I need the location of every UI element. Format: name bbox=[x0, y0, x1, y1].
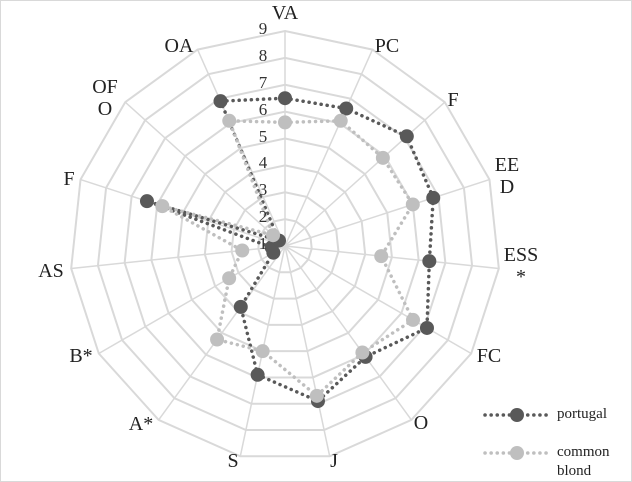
category-label: AS bbox=[38, 260, 64, 282]
grid-ring bbox=[230, 191, 340, 300]
grid-ring bbox=[177, 137, 393, 353]
spoke bbox=[158, 245, 286, 421]
category-label: J bbox=[330, 450, 338, 472]
grid-ring bbox=[123, 83, 447, 405]
category-label: FC bbox=[476, 345, 502, 367]
tick-label: 2 bbox=[258, 207, 268, 227]
legend-label: portugal bbox=[557, 406, 607, 422]
data-point bbox=[222, 271, 237, 286]
spoke bbox=[284, 245, 331, 457]
category-label: S bbox=[227, 450, 239, 472]
spoke bbox=[284, 245, 412, 421]
tick-label: 5 bbox=[258, 126, 268, 146]
tick-label: 6 bbox=[258, 99, 268, 119]
tick-label: 1 bbox=[258, 234, 268, 253]
tick-label: 8 bbox=[258, 45, 268, 65]
category-label: B* bbox=[69, 345, 93, 367]
data-point bbox=[419, 320, 434, 335]
data-point bbox=[155, 199, 170, 214]
data-point bbox=[405, 197, 420, 212]
category-label: O bbox=[413, 412, 429, 434]
data-point bbox=[235, 243, 250, 258]
spoke bbox=[196, 49, 286, 247]
legend-label: common blond bbox=[557, 444, 610, 479]
category-label: PC bbox=[374, 35, 400, 57]
data-point bbox=[309, 388, 324, 403]
data-point bbox=[222, 113, 237, 128]
tick-label: 4 bbox=[258, 153, 268, 173]
grid-ring bbox=[257, 218, 313, 274]
tick-label: 9 bbox=[258, 19, 268, 38]
category-label: OFO bbox=[92, 76, 118, 120]
series-line bbox=[146, 96, 436, 404]
spoke bbox=[284, 178, 490, 247]
category-label: A* bbox=[128, 413, 154, 435]
data-point bbox=[255, 344, 270, 359]
grid-ring bbox=[203, 164, 367, 326]
data-point bbox=[266, 228, 281, 243]
category-label: VA bbox=[271, 2, 299, 24]
spoke bbox=[284, 245, 499, 270]
data-point bbox=[375, 150, 390, 165]
category-label: ESS* bbox=[503, 244, 539, 288]
spoke bbox=[284, 245, 472, 355]
spoke bbox=[284, 101, 446, 247]
data-point bbox=[355, 345, 370, 360]
grid-ring bbox=[70, 29, 500, 458]
data-point bbox=[210, 332, 225, 347]
data-point bbox=[278, 91, 292, 106]
data-point bbox=[374, 249, 389, 264]
data-point bbox=[339, 101, 354, 116]
series-line bbox=[161, 118, 416, 399]
data-point bbox=[422, 254, 437, 269]
data-point bbox=[426, 190, 441, 205]
category-label: F bbox=[447, 89, 459, 111]
grid-ring bbox=[96, 56, 474, 432]
data-point bbox=[233, 299, 248, 314]
spoke bbox=[71, 245, 286, 270]
spoke bbox=[284, 49, 374, 247]
tick-label: 7 bbox=[258, 72, 268, 92]
category-label: EED bbox=[494, 154, 520, 198]
data-point bbox=[333, 113, 348, 128]
spoke bbox=[98, 245, 286, 355]
legend-marker bbox=[510, 446, 524, 460]
category-label: F bbox=[63, 168, 75, 190]
data-point bbox=[250, 367, 265, 382]
category-label: OA bbox=[164, 35, 194, 57]
data-point bbox=[213, 94, 228, 109]
data-point bbox=[278, 115, 292, 130]
data-point bbox=[399, 129, 414, 144]
data-point bbox=[406, 312, 421, 327]
tick-label: 3 bbox=[258, 180, 268, 200]
legend-marker bbox=[510, 408, 524, 422]
data-point bbox=[139, 194, 154, 209]
spoke bbox=[124, 101, 286, 247]
